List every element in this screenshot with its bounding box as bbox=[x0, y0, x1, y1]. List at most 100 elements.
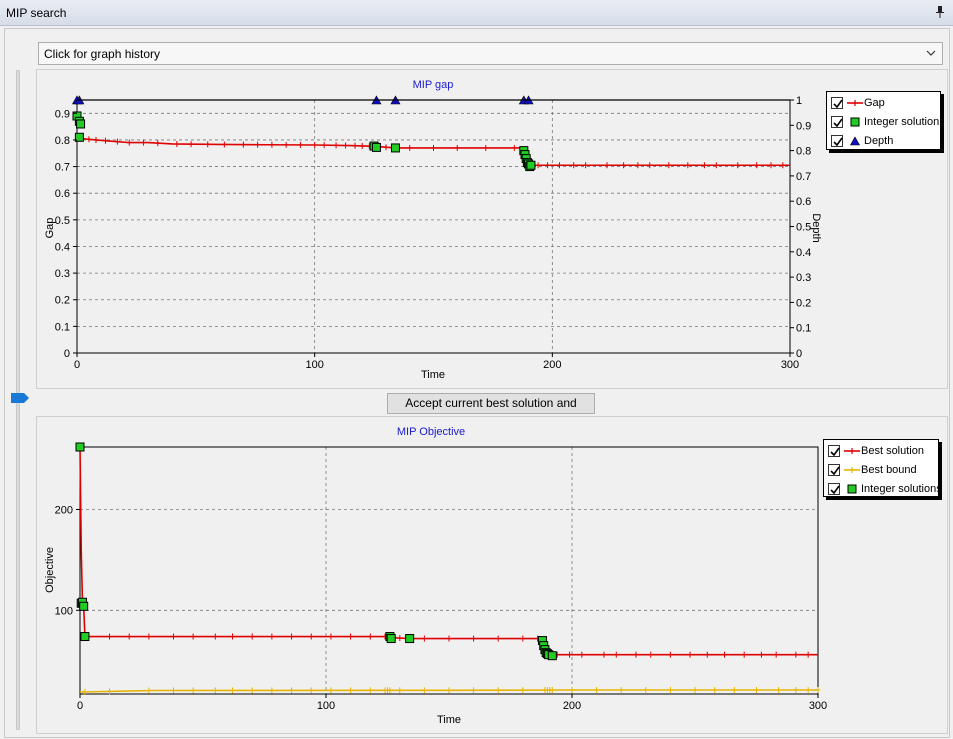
obj-legend-label: Best solution bbox=[861, 445, 924, 457]
gap-line-marker bbox=[407, 144, 413, 151]
graph-history-combo[interactable]: Click for graph history bbox=[38, 42, 943, 65]
obj-line-marker bbox=[618, 686, 624, 693]
obj-line-marker bbox=[249, 687, 255, 694]
obj-line-0 bbox=[79, 446, 818, 656]
gap-legend-item[interactable]: Depth bbox=[831, 133, 941, 149]
gap-line-marker bbox=[647, 162, 653, 169]
gap-y2tick-label: 0.3 bbox=[796, 272, 811, 284]
obj-line-marker bbox=[793, 686, 799, 693]
gap-ytick-label: 0.5 bbox=[55, 215, 70, 227]
obj-integer-point bbox=[80, 632, 90, 642]
gap-line-0 bbox=[76, 136, 790, 167]
gap-ytick-label: 0.7 bbox=[55, 162, 70, 174]
mip-objective-chart: 0 100 200 300 100 200 MIP Objective Time Obje… bbox=[44, 426, 827, 726]
pin-icon[interactable] bbox=[933, 4, 947, 20]
gap-ytick-label: 0.1 bbox=[55, 321, 70, 333]
mip-gap-plot-frame bbox=[76, 99, 791, 354]
obj-legend-label: Best bound bbox=[861, 464, 917, 476]
obj-xtick-label: 100 bbox=[317, 700, 335, 712]
gap-legend-item[interactable]: Integer solution bbox=[831, 114, 941, 130]
obj-ytick-label: 200 bbox=[55, 505, 73, 517]
mip-gap-xlabel: Time bbox=[421, 369, 445, 381]
obj-line-marker bbox=[712, 686, 718, 693]
obj-line-marker bbox=[594, 686, 600, 693]
window-titlebar: MIP search bbox=[0, 0, 953, 26]
green-square-icon bbox=[846, 115, 864, 129]
obj-xtick-label: 0 bbox=[77, 700, 83, 712]
mip-objective-legend: Best solution Best bound Integer solutions bbox=[823, 439, 942, 497]
mip-objective-xlabel: Time bbox=[437, 714, 461, 726]
gap-y2tick-label: 0.4 bbox=[796, 247, 811, 259]
gap-xtick-label: 100 bbox=[305, 359, 323, 371]
obj-legend-item[interactable]: Best solution bbox=[828, 443, 938, 459]
obj-line-marker bbox=[269, 633, 275, 640]
gap-line-marker bbox=[343, 142, 349, 149]
checkbox-best-bound[interactable] bbox=[828, 464, 840, 476]
checkbox-depth[interactable] bbox=[831, 135, 843, 147]
gap-ytick-label: 0.6 bbox=[55, 188, 70, 200]
obj-line-marker bbox=[648, 651, 654, 658]
obj-xtick-label: 200 bbox=[563, 700, 581, 712]
obj-line-marker bbox=[249, 633, 255, 640]
obj-line-marker bbox=[520, 687, 526, 694]
gap-legend-item[interactable]: Gap bbox=[831, 95, 941, 111]
obj-series-best-solution bbox=[79, 446, 818, 658]
obj-line-marker bbox=[190, 687, 196, 694]
obj-line-marker bbox=[107, 633, 113, 640]
obj-line-marker bbox=[731, 686, 737, 693]
mip-gap-chart: 0 100 200 30000.10.20.30.40.50.60.70.80.900… bbox=[44, 79, 822, 381]
gap-line-marker bbox=[556, 162, 562, 169]
obj-line-marker bbox=[421, 635, 427, 642]
checkbox-gap[interactable] bbox=[831, 97, 843, 109]
gap-line-marker bbox=[431, 144, 436, 151]
gap-line-marker bbox=[483, 144, 489, 151]
mip-objective-title: MIP Objective bbox=[397, 426, 465, 438]
obj-line-marker bbox=[633, 651, 639, 658]
obj-line-marker bbox=[805, 686, 811, 693]
gap-line-marker bbox=[114, 138, 120, 145]
gap-line-marker bbox=[701, 162, 707, 169]
gap-line-marker bbox=[621, 162, 627, 169]
gap-series-gap bbox=[76, 135, 790, 169]
gap-line-marker bbox=[333, 142, 339, 149]
mip-gap-panel: 0 100 200 300 0 0.1 0.2 0.3 0.4 0.5 0.6 0.7 0.8 0.9 0 0… bbox=[36, 69, 948, 389]
obj-line-marker bbox=[348, 633, 354, 640]
gap-line-marker bbox=[352, 142, 358, 149]
gap-line-marker bbox=[86, 136, 92, 143]
accept-best-solution-button[interactable]: Accept current best solution and continu… bbox=[387, 393, 595, 429]
gap-integer-point bbox=[74, 132, 84, 142]
gap-y2tick-label: 0.6 bbox=[796, 196, 811, 208]
gap-line-marker bbox=[240, 141, 246, 148]
obj-line-marker bbox=[667, 651, 673, 658]
mip-gap-legend: Gap Integer solution Depth bbox=[826, 91, 941, 150]
obj-line-marker bbox=[687, 651, 693, 658]
obj-line-marker bbox=[146, 633, 152, 640]
checkbox-best-solution[interactable] bbox=[828, 445, 840, 457]
obj-legend-item[interactable]: Best bound bbox=[828, 462, 938, 478]
window-title: MIP search bbox=[6, 6, 67, 20]
obj-line-marker bbox=[471, 687, 477, 694]
gap-line-marker bbox=[155, 140, 161, 147]
obj-line-marker bbox=[613, 651, 619, 658]
splitter-handle[interactable] bbox=[10, 391, 30, 405]
obj-line-marker bbox=[230, 633, 236, 640]
gap-legend-label: Gap bbox=[864, 97, 885, 109]
gap-line-marker bbox=[685, 162, 691, 169]
obj-line-marker bbox=[328, 687, 334, 694]
obj-xtick-label: 300 bbox=[809, 700, 827, 712]
green-square-icon bbox=[843, 482, 861, 496]
checkbox-integer-solutions[interactable] bbox=[828, 483, 840, 495]
mip-gap-title: MIP gap bbox=[413, 79, 454, 91]
gap-line-marker bbox=[383, 144, 389, 151]
obj-line-marker bbox=[308, 687, 314, 694]
obj-line-marker bbox=[397, 635, 403, 642]
gap-line-marker bbox=[93, 136, 99, 143]
obj-legend-label: Integer solutions bbox=[861, 483, 942, 495]
obj-legend-item[interactable]: Integer solutions bbox=[828, 481, 942, 497]
gap-legend-label: Depth bbox=[864, 135, 894, 147]
gap-ytick-label: 0.8 bbox=[55, 135, 70, 147]
gap-line-marker bbox=[780, 162, 786, 169]
chevron-down-icon[interactable] bbox=[924, 46, 938, 60]
line-plus-icon bbox=[843, 444, 861, 458]
checkbox-integer-solution[interactable] bbox=[831, 116, 843, 128]
